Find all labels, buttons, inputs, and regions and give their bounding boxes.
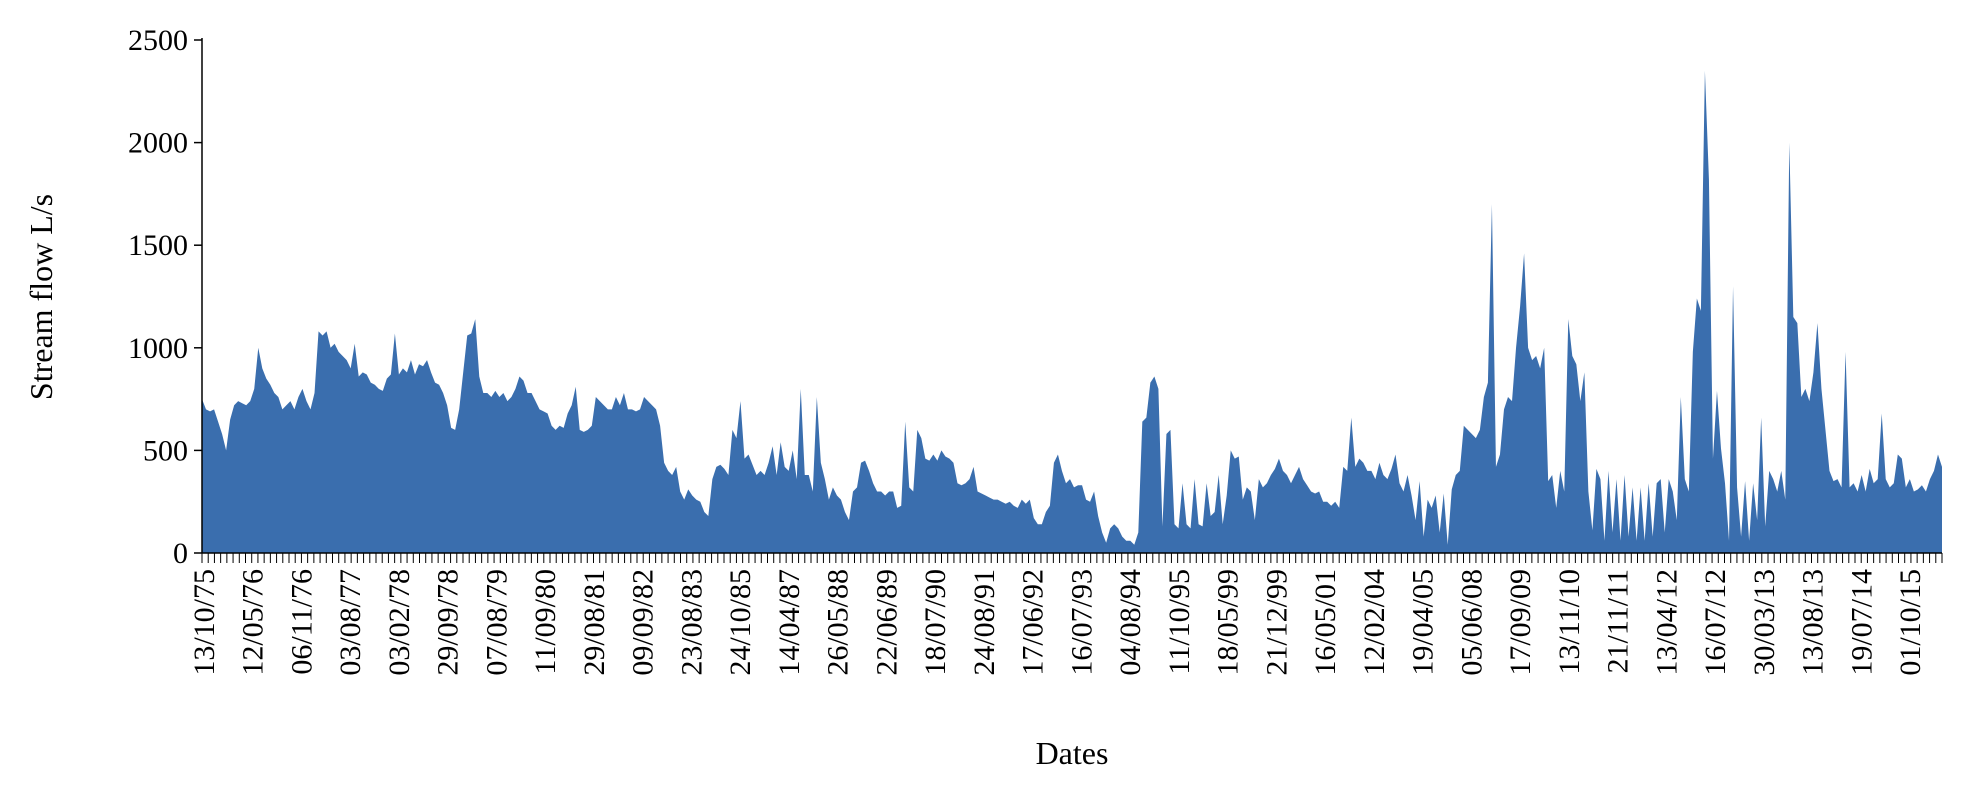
- x-tick-label: 11/09/80: [529, 569, 562, 675]
- x-tick-label: 12/05/76: [237, 569, 270, 676]
- x-tick-label: 13/11/10: [1553, 569, 1586, 675]
- y-axis: 0 500 1000 1500 2000 2500: [128, 24, 203, 570]
- x-tick-label: 09/09/82: [627, 569, 660, 676]
- x-tick-label: 16/05/01: [1309, 569, 1342, 676]
- y-axis-title: Stream flow L/s: [23, 194, 59, 400]
- x-tick-label: 21/12/99: [1260, 569, 1293, 676]
- x-tick-label: 13/04/12: [1650, 569, 1683, 676]
- x-tick-label: 22/06/89: [870, 569, 903, 676]
- x-tick-label: 03/02/78: [383, 569, 416, 676]
- x-tick-label: 18/05/99: [1212, 569, 1245, 676]
- x-tick-label: 11/10/95: [1163, 569, 1196, 675]
- x-tick-label: 16/07/93: [1065, 569, 1098, 676]
- x-tick-label: 16/07/12: [1699, 569, 1732, 676]
- x-tick-label: 13/10/75: [188, 569, 221, 676]
- stream-flow-area: [202, 70, 1942, 553]
- y-tick-label: 0: [173, 537, 188, 570]
- x-tick-label: 21/11/11: [1602, 569, 1635, 673]
- x-tick-label: 19/04/05: [1407, 569, 1440, 676]
- x-tick-label: 12/02/04: [1358, 569, 1391, 676]
- x-tick-label: 05/06/08: [1455, 569, 1488, 676]
- x-tick-label: 03/08/77: [334, 569, 367, 676]
- x-tick-label: 24/08/91: [968, 569, 1001, 676]
- x-axis: 13/10/75 12/05/76 06/11/76 03/08/77 03/02/78…: [188, 552, 1943, 676]
- y-tick-label: 2000: [128, 127, 188, 160]
- x-tick-label: 29/09/78: [432, 569, 465, 676]
- x-tick-label: 07/08/79: [480, 569, 513, 676]
- x-tick-label: 01/10/15: [1894, 569, 1927, 676]
- x-tick-label: 30/03/13: [1748, 569, 1781, 676]
- x-tick-label: 24/10/85: [724, 569, 757, 676]
- x-tick-label: 14/04/87: [773, 569, 806, 676]
- x-axis-title: Dates: [1036, 735, 1109, 771]
- y-tick-label: 500: [143, 434, 188, 467]
- x-tick-label: 19/07/14: [1845, 569, 1878, 676]
- x-tick-label: 04/08/94: [1114, 569, 1147, 676]
- y-tick-label: 1500: [128, 229, 188, 262]
- x-tick-label: 18/07/90: [919, 569, 952, 676]
- x-tick-label: 23/08/83: [675, 569, 708, 676]
- x-tick-label: 17/09/09: [1504, 569, 1537, 676]
- x-tick-label: 26/05/88: [822, 569, 855, 676]
- y-tick-label: 2500: [128, 24, 188, 57]
- x-tick-label: 13/08/13: [1797, 569, 1830, 676]
- x-tick-label: 17/06/92: [1017, 569, 1050, 676]
- x-tick-label: 06/11/76: [285, 569, 318, 675]
- x-tick-label: 29/08/81: [578, 569, 611, 676]
- y-tick-label: 1000: [128, 332, 188, 365]
